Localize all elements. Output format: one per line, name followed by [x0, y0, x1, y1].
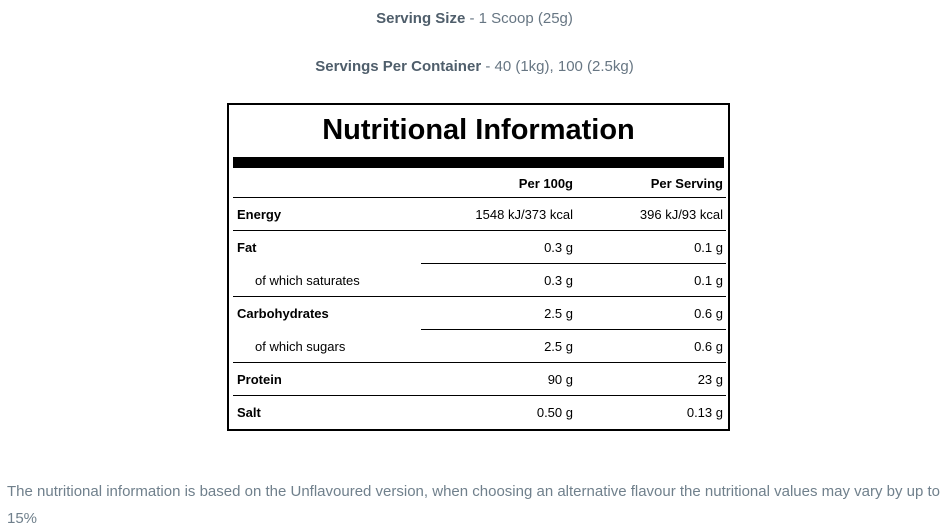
per-100g-value: 2.5 g — [544, 339, 573, 354]
per-serving-value: 0.6 g — [694, 306, 723, 321]
table-header-row: Per 100g Per Serving — [229, 168, 728, 198]
row-label: Carbohydrates — [237, 306, 329, 321]
column-header-per-100g: Per 100g — [518, 175, 573, 191]
serving-size-label: Serving Size — [376, 10, 466, 27]
row-label: Salt — [237, 405, 261, 420]
nutrition-table-title: Nutritional Information — [322, 114, 635, 146]
row-label: Fat — [237, 240, 257, 255]
per-serving-value: 396 kJ/93 kcal — [639, 207, 723, 222]
row-label: Protein — [237, 372, 282, 387]
servings-per-container-label: Servings Per Container — [315, 58, 482, 75]
row-label: of which sugars — [255, 339, 346, 354]
table-row-of-which-saturates: of which saturates 0.3 g 0.1 g — [229, 263, 728, 297]
per-serving-value: 0.6 g — [694, 339, 723, 354]
table-row-salt: Salt 0.50 g 0.13 g — [229, 395, 728, 429]
per-100g-value: 0.3 g — [544, 273, 573, 288]
servings-per-container-line: Servings Per Container - 40 (1kg), 100 (… — [0, 58, 949, 76]
per-100g-value: 1548 kJ/373 kcal — [475, 207, 573, 222]
table-row-of-which-sugars: of which sugars 2.5 g 0.6 g — [229, 329, 728, 363]
per-serving-value: 0.13 g — [686, 405, 723, 420]
per-100g-value: 0.3 g — [544, 240, 573, 255]
nutrition-table: Nutritional Information Per 100g Per Ser… — [227, 103, 730, 431]
per-100g-value: 0.50 g — [536, 405, 573, 420]
per-serving-value: 0.1 g — [694, 273, 723, 288]
table-row-energy: Energy 1548 kJ/373 kcal 396 kJ/93 kcal — [229, 197, 728, 231]
row-label: of which saturates — [255, 273, 360, 288]
per-100g-value: 90 g — [547, 372, 573, 387]
serving-size-line: Serving Size - 1 Scoop (25g) — [0, 10, 949, 28]
per-100g-value: 2.5 g — [544, 306, 573, 321]
serving-size-value: - 1 Scoop (25g) — [469, 10, 573, 27]
servings-per-container-value: - 40 (1kg), 100 (2.5kg) — [485, 58, 634, 75]
table-row-carbohydrates: Carbohydrates 2.5 g 0.6 g — [229, 296, 728, 330]
table-row-fat: Fat 0.3 g 0.1 g — [229, 230, 728, 264]
thick-divider-bar — [233, 157, 724, 168]
table-row-protein: Protein 90 g 23 g — [229, 362, 728, 396]
column-header-per-serving: Per Serving — [650, 175, 723, 191]
per-serving-value: 0.1 g — [694, 240, 723, 255]
per-serving-value: 23 g — [697, 372, 723, 387]
row-label: Energy — [237, 207, 282, 222]
nutrition-footnote: The nutritional information is based on … — [7, 483, 941, 527]
